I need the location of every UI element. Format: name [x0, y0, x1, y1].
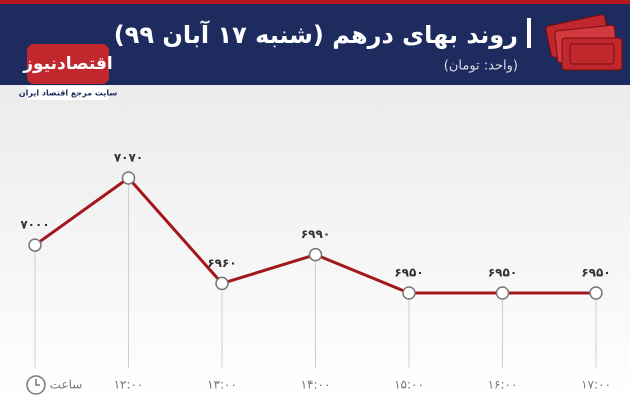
- x-tick-label: ۱۲:۰۰: [114, 378, 144, 392]
- value-label: ۶۹۹۰: [301, 227, 330, 241]
- value-label: ۷۰۰۰: [20, 218, 49, 232]
- tagline-box: [27, 86, 109, 100]
- title-bar: [527, 18, 531, 48]
- data-point: [589, 286, 603, 300]
- data-point: [215, 276, 229, 291]
- data-point: [402, 286, 416, 300]
- clock-icon: [26, 375, 46, 395]
- money-icon: [545, 14, 623, 71]
- logo-box: [27, 44, 109, 84]
- value-label: ۷۰۷۰: [114, 151, 143, 165]
- x-axis-label: ساعت: [50, 378, 83, 392]
- chart-title: روند بهای درهم (شنبه ۱۷ آبان ۹۹): [114, 20, 518, 49]
- x-tick-label: ۱۵:۰۰: [394, 378, 424, 392]
- data-point: [308, 247, 323, 262]
- logo-tagline: سایت مرجع اقتصاد ایران: [19, 89, 118, 98]
- chart-subtitle: (واحد: تومان): [444, 59, 518, 74]
- data-point: [495, 286, 510, 300]
- x-tick-label: ۱۷:۰۰: [581, 378, 611, 392]
- value-label: ۶۹۵۰: [394, 266, 423, 280]
- x-tick-label: ۱۶:۰۰: [488, 378, 518, 392]
- value-label: ۶۹۵۰: [488, 266, 517, 280]
- value-label: ۶۹۶۰: [207, 256, 236, 270]
- data-point: [121, 171, 136, 185]
- logo-text: اقتصادنیوز: [22, 54, 113, 74]
- data-point: [28, 238, 42, 252]
- x-tick-label: ۱۴:۰۰: [301, 378, 331, 392]
- x-tick-label: ۱۳:۰۰: [207, 378, 237, 392]
- header-stripe: [0, 0, 630, 4]
- value-label: ۶۹۵۰: [581, 266, 610, 280]
